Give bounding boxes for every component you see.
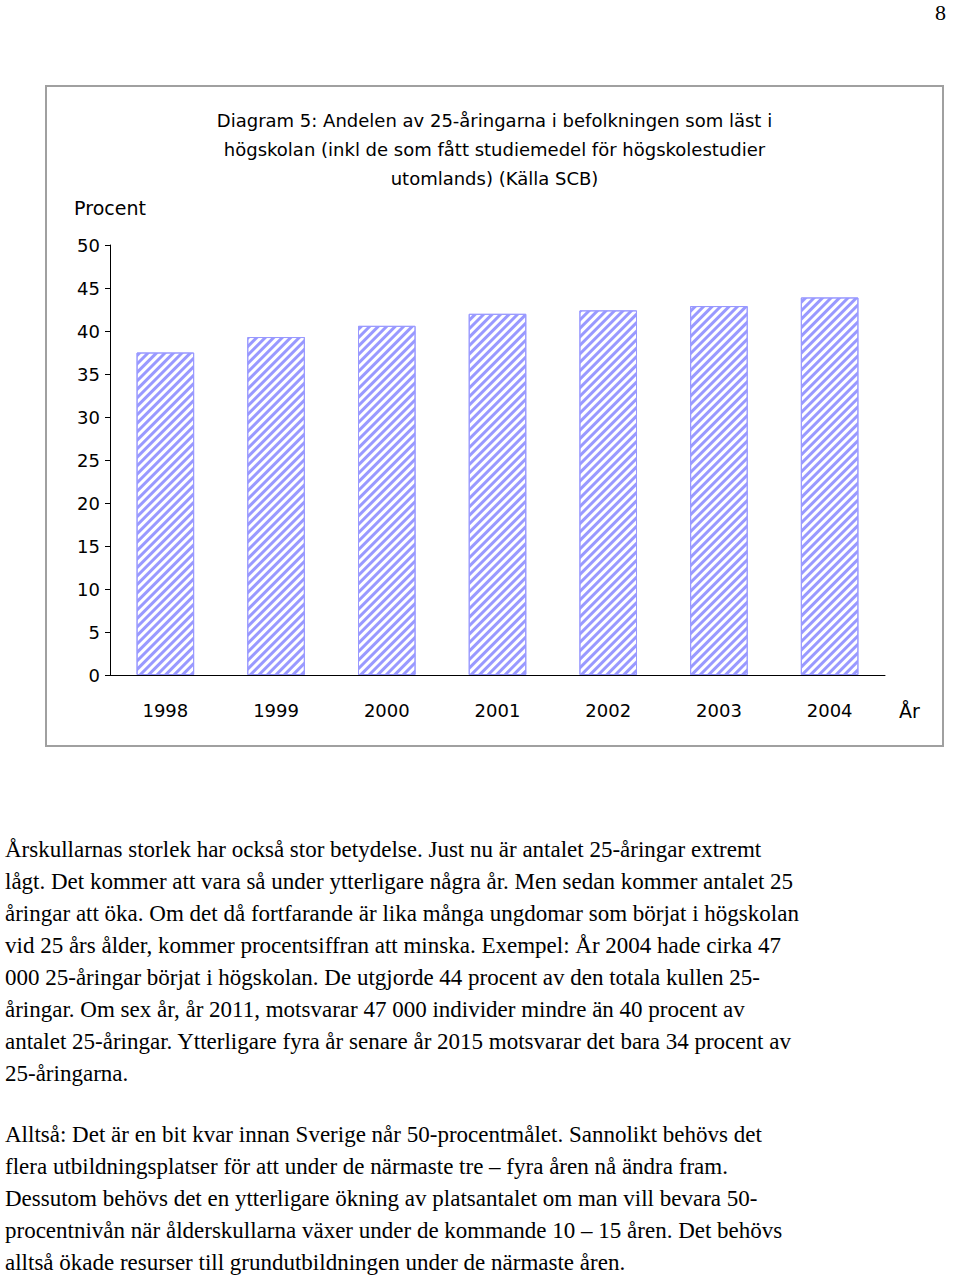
svg-text:År: År <box>899 700 920 722</box>
svg-text:35: 35 <box>77 364 100 385</box>
svg-text:utomlands) (Källa SCB): utomlands) (Källa SCB) <box>391 168 599 189</box>
html-text:Årskullarnas storlek har också: Årskullarnas storlek har också stor bety… <box>5 837 762 862</box>
svg-text:0: 0 <box>89 665 100 686</box>
svg-text:10: 10 <box>77 579 100 600</box>
svg-text:25: 25 <box>77 450 100 471</box>
svg-text:2004: 2004 <box>807 700 853 721</box>
html-text:alltså ökade resurser till gru: alltså ökade resurser till grundutbildni… <box>5 1250 626 1275</box>
html-text:lågt. Det kommer att vara så u: lågt. Det kommer att vara så under ytter… <box>5 869 794 894</box>
svg-text:högskolan (inkl de som fått st: högskolan (inkl de som fått studiemedel … <box>224 139 766 160</box>
svg-text:1998: 1998 <box>142 700 188 721</box>
svg-text:5: 5 <box>89 622 100 643</box>
html-text:åringar att öka. Om det då for: åringar att öka. Om det då fortfarande ä… <box>5 901 799 926</box>
html-text:000 25-åringar börjat i högsko: 000 25-åringar börjat i högskolan. De ut… <box>5 965 760 990</box>
html-text:Dessutom behövs det en ytterli: Dessutom behövs det en ytterligare öknin… <box>5 1186 758 1211</box>
svg-text:2003: 2003 <box>696 700 742 721</box>
svg-text:40: 40 <box>77 321 100 342</box>
svg-text:45: 45 <box>77 278 100 299</box>
svg-text:20: 20 <box>77 493 100 514</box>
html-text:25-åringarna.: 25-åringarna. <box>5 1061 129 1086</box>
svg-text:Diagram 5: Andelen av 25-åring: Diagram 5: Andelen av 25-åringarna i bef… <box>217 110 772 131</box>
svg-text:Procent: Procent <box>74 197 146 219</box>
svg-text:15: 15 <box>77 536 100 557</box>
html-text:procentnivån när ålderskullarn: procentnivån när ålderskullarna växer un… <box>5 1218 783 1243</box>
html-text:8: 8 <box>935 0 946 25</box>
html-text:vid 25 års ålder, kommer proce: vid 25 års ålder, kommer procentsiffran … <box>5 933 781 958</box>
html-text:flera utbildningsplatser för a: flera utbildningsplatser för att under d… <box>5 1154 728 1179</box>
html-text:åringar. Om sex år, år 2011, m: åringar. Om sex år, år 2011, motsvarar 4… <box>5 997 745 1022</box>
svg-text:2001: 2001 <box>475 700 521 721</box>
svg-text:1999: 1999 <box>253 700 299 721</box>
svg-text:2002: 2002 <box>585 700 631 721</box>
html-text:antalet 25-åringar. Ytterligar: antalet 25-åringar. Ytterligare fyra år … <box>5 1029 791 1054</box>
html-text:Alltså: Det är en bit kvar inn: Alltså: Det är en bit kvar innan Sverige… <box>5 1122 762 1147</box>
svg-text:50: 50 <box>77 235 100 256</box>
svg-text:30: 30 <box>77 407 100 428</box>
svg-text:2000: 2000 <box>364 700 410 721</box>
